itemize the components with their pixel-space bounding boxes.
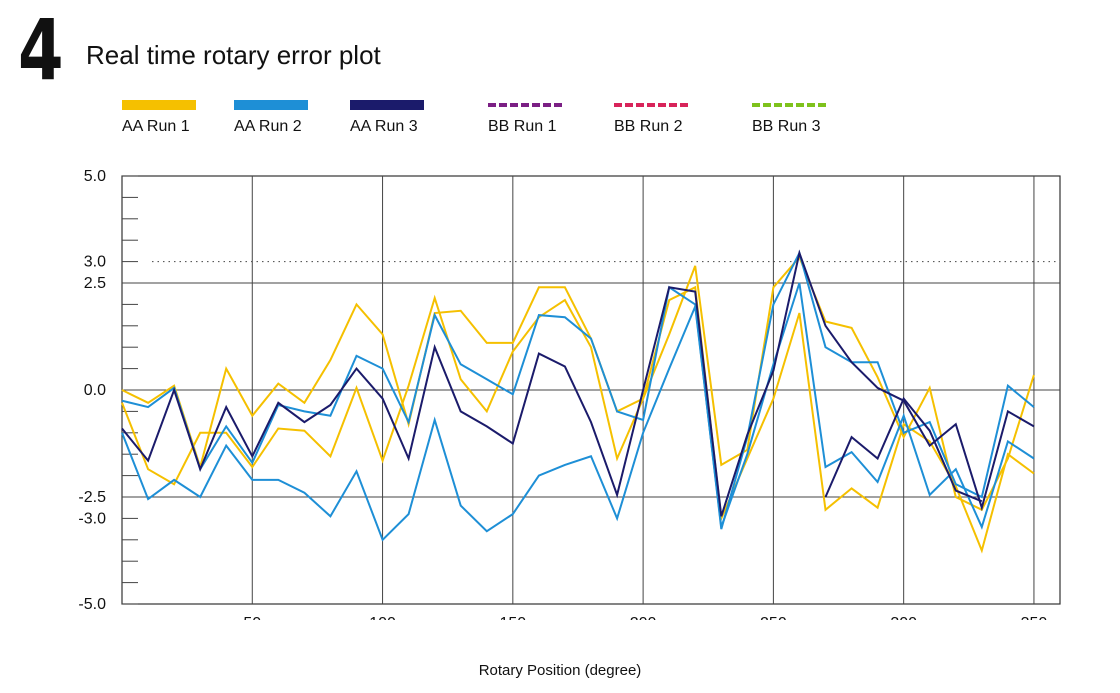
x-tick-label-150: 150 (499, 615, 526, 620)
y-tick-label: 5.0 (84, 168, 106, 185)
legend-swatch-bb-run-2 (614, 103, 688, 107)
legend-label-aa-run-2: AA Run 2 (234, 118, 302, 135)
x-tick-label-100: 100 (369, 615, 396, 620)
series-line-3 (121, 282, 1035, 542)
y-tick-label: -3.0 (78, 510, 106, 527)
legend-item-aa-run-3: AA Run 3 (350, 100, 470, 136)
legend-item-aa-run-1: AA Run 1 (122, 100, 242, 136)
series-line-0 (121, 255, 1035, 512)
x-tick-label-350: 350 (1021, 615, 1048, 620)
legend-label-aa-run-3: AA Run 3 (350, 118, 418, 135)
series-line-4 (121, 249, 1035, 517)
legend-label-bb-run-3: BB Run 3 (752, 118, 821, 135)
y-tick-label: 3.0 (84, 254, 106, 271)
legend-swatch-aa-run-2 (234, 100, 308, 110)
legend-swatch-bb-run-1 (488, 103, 562, 107)
series-line-5 (824, 396, 983, 503)
legend-item-bb-run-1: BB Run 1 (488, 100, 608, 136)
legend-label-aa-run-1: AA Run 1 (122, 118, 190, 135)
y-tick-label: 0.0 (84, 382, 106, 399)
series-line-1 (121, 285, 1035, 554)
legend-label-bb-run-2: BB Run 2 (614, 118, 683, 135)
legend: AA Run 1 AA Run 2 AA Run 3 BB Run 1 BB R… (0, 100, 1120, 150)
x-axis-label: Rotary Position (degree) (478, 662, 642, 679)
legend-label-bb-run-1: BB Run 1 (488, 118, 557, 135)
x-tick-label-250: 250 (760, 615, 787, 620)
chart-title: Real time rotary error plot (86, 40, 381, 70)
legend-swatch-bb-run-3 (752, 103, 826, 107)
legend-item-bb-run-2: BB Run 2 (614, 100, 734, 136)
x-tick-label-300: 300 (890, 615, 917, 620)
y-tick-label: -2.5 (78, 489, 106, 506)
series-line-2 (121, 250, 1035, 530)
step-number: 4 (18, 1, 64, 99)
legend-item-bb-run-3: BB Run 3 (752, 100, 872, 136)
y-tick-label: 2.5 (84, 275, 106, 292)
x-tick-label-200: 200 (630, 615, 657, 620)
legend-swatch-aa-run-3 (350, 100, 424, 110)
legend-item-aa-run-2: AA Run 2 (234, 100, 354, 136)
legend-swatch-aa-run-1 (122, 100, 196, 110)
rotary-error-chart: 50 100 150 200 250 300 350 5.0 3.0 2.5 0.0 -2.5 -3.0… (78, 168, 1061, 632)
chart-area: 50 100 150 200 250 300 350 5.0 3.0 2.5 0.0 -2.5 -3.0… (0, 160, 1120, 632)
x-tick-label-50: 50 (243, 615, 261, 620)
y-tick-label: -5.0 (78, 596, 106, 613)
